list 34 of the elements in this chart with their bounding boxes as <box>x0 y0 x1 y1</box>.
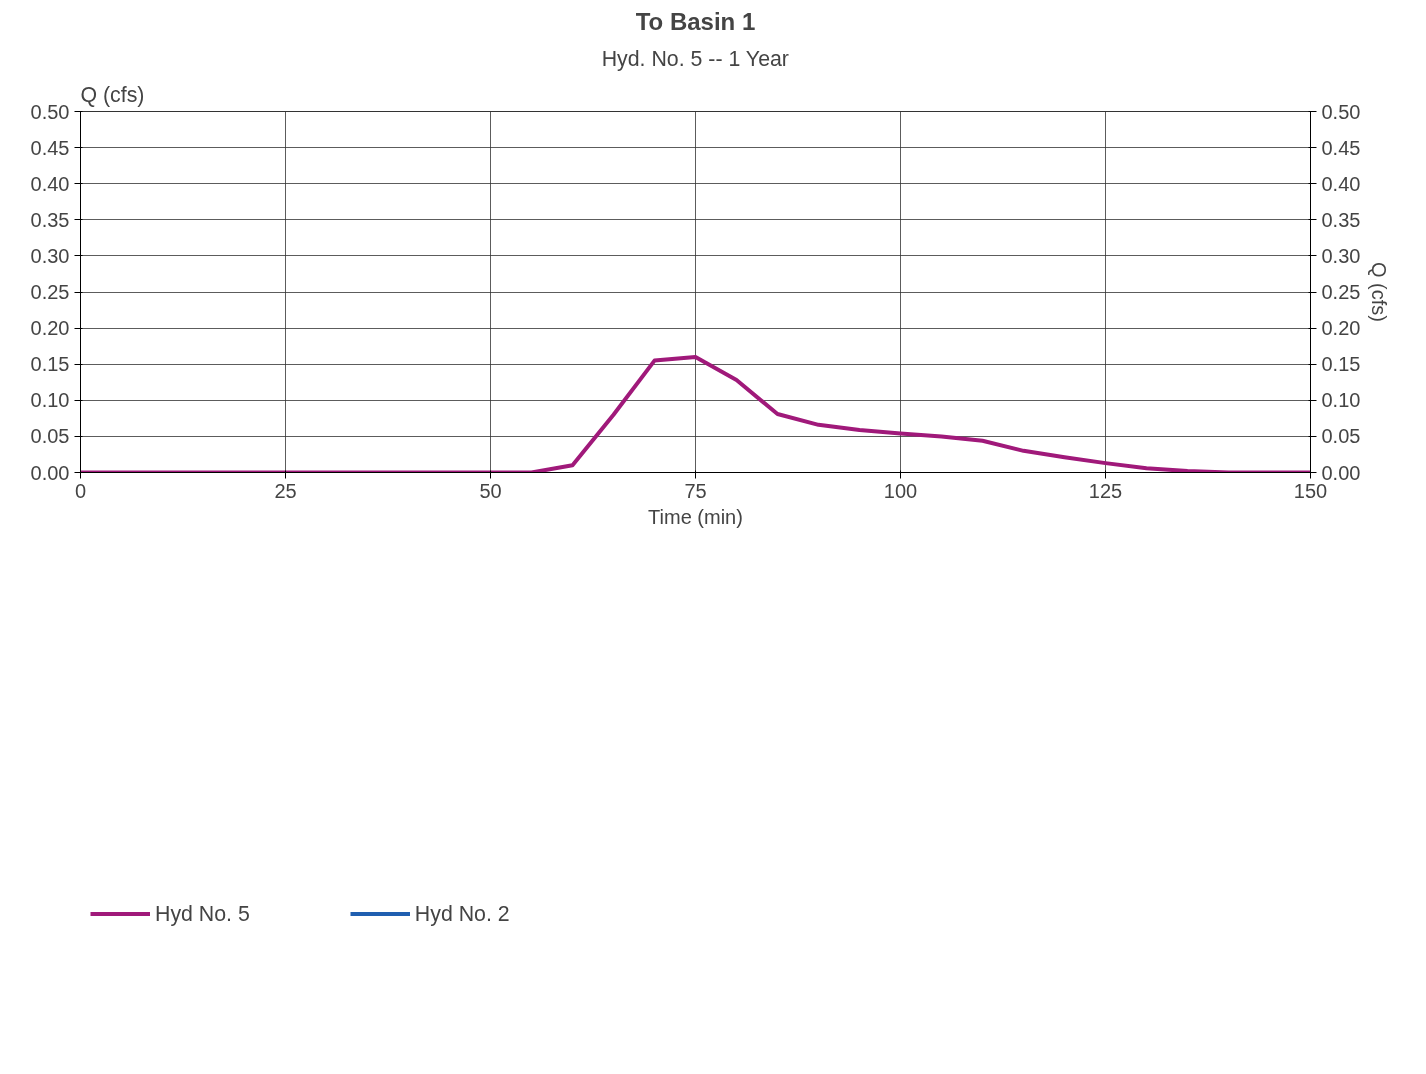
chart-title: To Basin 1 <box>635 7 756 35</box>
y2-axis-title: Q (cfs) <box>1368 262 1391 322</box>
x-tick-label: 75 <box>684 479 707 502</box>
chart-subtitle: Hyd. No. 5 -- 1 Year <box>601 46 789 71</box>
y-tick-label: 0.50 <box>30 100 70 123</box>
y-tick-label: 0.20 <box>30 317 70 340</box>
y2-tick-label: 0.10 <box>1321 389 1361 412</box>
y-tick-label: 0.00 <box>30 461 70 484</box>
y2-tick-label: 0.25 <box>1321 281 1361 303</box>
y-tick-label: 0.10 <box>30 389 70 412</box>
y2-tick-label: 0.30 <box>1321 244 1361 267</box>
y2-tick-label: 0.40 <box>1321 172 1361 195</box>
y2-tick-label: 0.05 <box>1321 425 1361 448</box>
y-tick-label: 0.05 <box>30 425 70 448</box>
x-tick-label: 100 <box>883 479 918 502</box>
y2-tick-label: 0.45 <box>1321 136 1361 159</box>
legend-label: Hyd No. 2 <box>414 901 510 927</box>
y2-tick-label: 0.35 <box>1321 208 1361 231</box>
y2-tick-label: 0.20 <box>1321 317 1361 340</box>
x-axis-title: Time (min) <box>648 505 743 528</box>
x-tick-label: 50 <box>479 479 502 502</box>
y-tick-label: 0.35 <box>30 208 70 231</box>
y-tick-label: 0.15 <box>30 353 70 376</box>
y-tick-label: 0.45 <box>30 136 70 159</box>
y-tick-label: 0.30 <box>30 244 70 267</box>
x-tick-label: 0 <box>74 479 87 502</box>
y2-tick-label: 0.15 <box>1321 353 1361 376</box>
y2-tick-label: 0.50 <box>1321 100 1361 123</box>
y-axis-title: Q (cfs) <box>80 82 145 107</box>
y-tick-label: 0.40 <box>30 172 70 195</box>
x-tick-label: 25 <box>274 479 297 502</box>
x-tick-label: 125 <box>1088 479 1123 502</box>
legend-label: Hyd No. 5 <box>155 901 250 927</box>
y-tick-label: 0.25 <box>30 281 70 303</box>
